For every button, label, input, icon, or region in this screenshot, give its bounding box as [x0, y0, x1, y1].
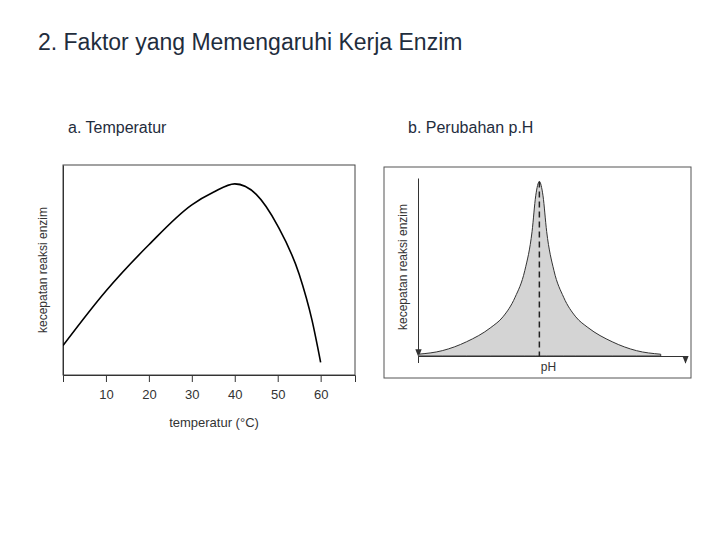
- x-tick-label: 10: [99, 387, 113, 402]
- x-tick-mark: [106, 375, 107, 382]
- optimum-line: [539, 182, 541, 356]
- chart: a. Temperatur 10 20 30 40 50 60 temperatur (°C)…: [36, 119, 356, 430]
- x-axis-title: pH: [541, 360, 556, 374]
- chart-title: a. Temperatur: [68, 119, 167, 136]
- y-axis-title: kecepatan reaksi enzim: [36, 207, 50, 333]
- x-axis-title: temperatur (°C): [169, 415, 259, 430]
- plot-area: [418, 182, 661, 356]
- slide: 2. Faktor yang Memengaruhi Kerja Enzim a.…: [0, 0, 720, 540]
- x-tick-label: 40: [228, 387, 242, 402]
- x-axis: 10 20 30 40 50 60: [64, 375, 356, 402]
- area: [418, 182, 661, 356]
- chart: b. Perubahan p.H pH kecepatan reaksi enzim: [384, 119, 691, 378]
- line: [63, 184, 321, 363]
- x-tick: 20: [142, 375, 156, 402]
- x-tick-mark: [192, 375, 193, 382]
- x-tick: 10: [99, 375, 113, 402]
- slide-title: 2. Faktor yang Memengaruhi Kerja Enzim: [38, 29, 462, 55]
- x-tick: 60: [314, 375, 328, 402]
- x-tick-mark: [149, 375, 150, 382]
- x-tick-mark: [235, 375, 236, 382]
- x-tick-mark: [278, 375, 279, 382]
- chart-title: b. Perubahan p.H: [408, 119, 533, 136]
- x-tick-label: 20: [142, 387, 156, 402]
- x-tick-label: 50: [271, 387, 285, 402]
- y-axis: [418, 179, 419, 357]
- plot-frame: [63, 165, 355, 375]
- y-axis-line: [418, 179, 419, 357]
- frame: [384, 167, 691, 378]
- plot-area: [63, 184, 321, 363]
- x-axis-line: [64, 376, 356, 383]
- x-tick-mark: [321, 375, 322, 382]
- x-tick-label: 60: [314, 387, 328, 402]
- y-axis-title: kecepatan reaksi enzim: [396, 204, 410, 330]
- x-tick-label: 30: [185, 387, 199, 402]
- x-tick: 30: [185, 375, 199, 402]
- x-tick: 50: [271, 375, 285, 402]
- x-tick: 40: [228, 375, 242, 402]
